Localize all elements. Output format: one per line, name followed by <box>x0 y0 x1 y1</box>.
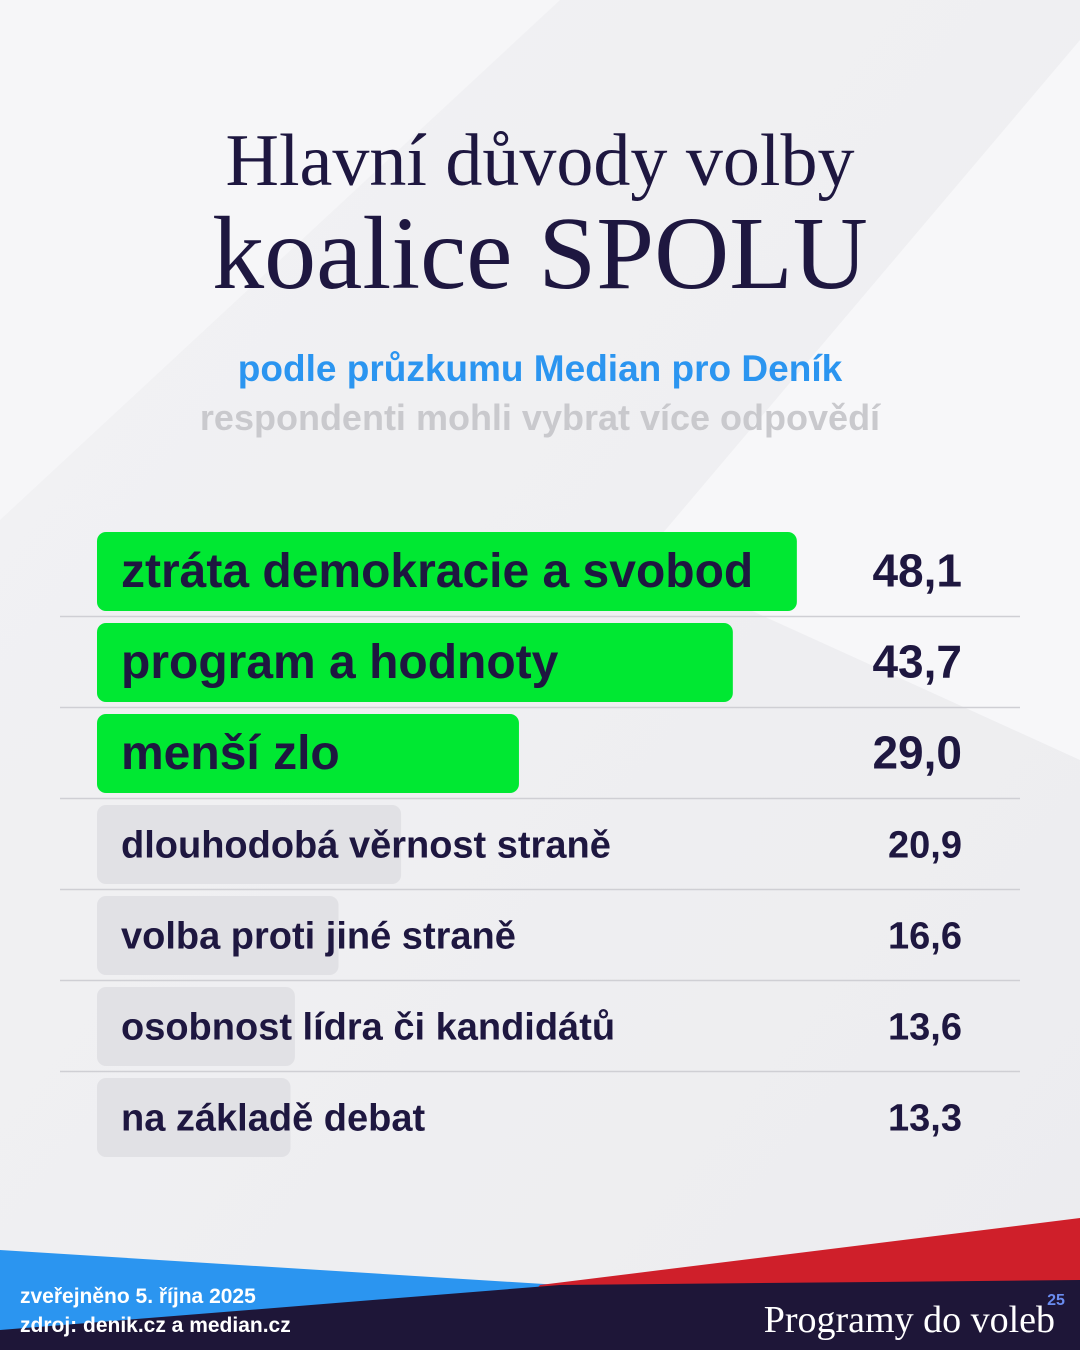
bar <box>97 1078 291 1157</box>
bar <box>97 532 797 611</box>
bar <box>97 987 295 1066</box>
bar <box>97 896 339 975</box>
bar <box>97 714 519 793</box>
value-label: 13,6 <box>888 1007 962 1049</box>
category-label: na základě debat <box>121 1098 425 1140</box>
title-line: Hlavní důvody volby <box>226 120 855 202</box>
value-label: 13,3 <box>888 1098 962 1140</box>
value-label: 20,9 <box>888 825 962 867</box>
value-label: 43,7 <box>872 636 962 688</box>
published: zveřejněno 5. října 2025 <box>20 1285 256 1308</box>
value-label: 16,6 <box>888 916 962 958</box>
category-label: program a hodnoty <box>121 636 559 689</box>
category-label: volba proti jiné straně <box>121 916 516 958</box>
value-label: 48,1 <box>872 545 962 597</box>
note: respondenti mohli vybrat více odpovědí <box>200 397 881 438</box>
title-line: koalice SPOLU <box>212 196 868 311</box>
category-label: dlouhodobá věrnost straně <box>121 825 611 867</box>
category-label: ztráta demokracie a svobod <box>121 545 753 598</box>
bg-shape <box>0 0 560 520</box>
footer-dark <box>0 1280 1080 1350</box>
source: zdroj: denik.cz a median.cz <box>20 1314 291 1337</box>
brand: Programy do voleb <box>764 1299 1055 1341</box>
bar <box>97 805 402 884</box>
value-label: 29,0 <box>872 727 962 779</box>
category-label: menší zlo <box>121 727 340 780</box>
bar <box>97 623 733 702</box>
brand-mark: 25 <box>1047 1292 1065 1309</box>
subtitle: podle průzkumu Median pro Deník <box>238 348 843 389</box>
category-label: osobnost lídra či kandidátů <box>121 1007 615 1049</box>
